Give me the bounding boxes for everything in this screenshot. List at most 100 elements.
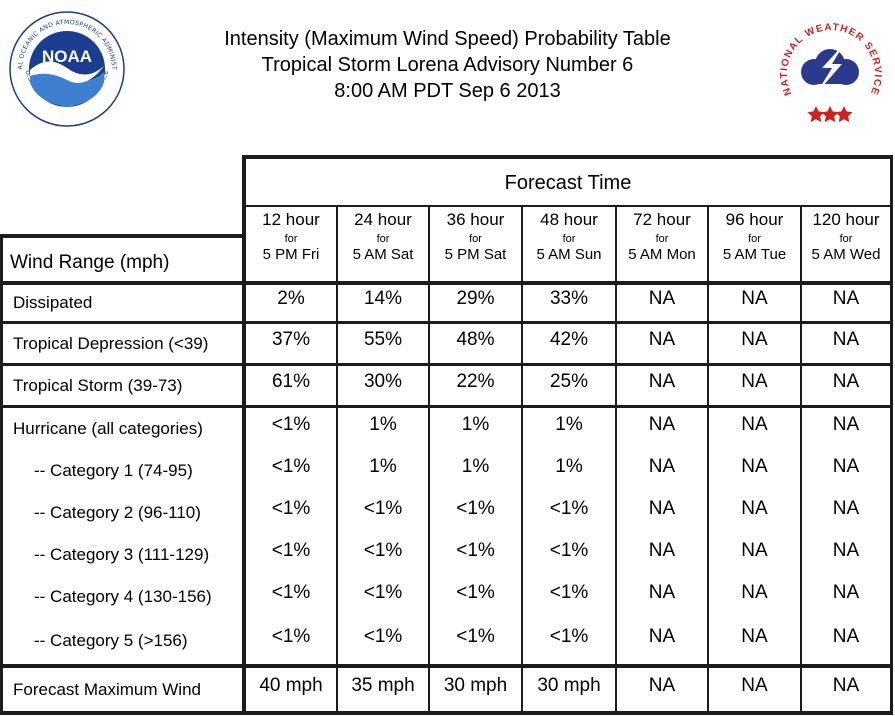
noaa-logo-text: NOAA [42,47,92,66]
column-for: for [284,233,298,245]
row-label: -- Category 4 (130-156) [34,587,212,606]
page-header: NATIONAL OCEANIC AND ATMOSPHERIC ADMINIS… [0,0,895,150]
column-hours: 72 hour [633,210,691,229]
column-header: 96 hour for 5 AM Tue [709,208,800,281]
column-hours: 12 hour [262,210,320,229]
probability-cell: NA [648,540,676,561]
grid-line [242,155,246,715]
title-line-3: 8:00 AM PDT Sep 6 2013 [334,80,561,102]
probability-cell: NA [832,540,860,561]
probability-cell: <1% [363,540,403,561]
column-for: for [469,233,482,245]
probability-cell: 1% [461,414,490,435]
probability-cell: NA [832,626,860,647]
column-when: 5 PM Fri [262,246,320,263]
probability-cell: 25% [549,370,589,392]
column-header: 120 hour for 5 AM Wed [802,208,890,281]
noaa-logo: NATIONAL OCEANIC AND ATMOSPHERIC ADMINIS… [8,10,125,127]
column-when: 5 AM Sun [536,246,602,263]
wind-range-header: Wind Range (mph) [10,252,170,273]
column-for: for [376,233,390,245]
column-when: 5 AM Wed [811,246,881,263]
grid-line [0,234,246,238]
probability-cell: NA [648,328,676,350]
probability-cell: 1% [369,414,397,435]
grid-line [890,155,893,715]
probability-cell: NA [741,288,768,309]
grid-line [707,205,709,715]
column-hours: 24 hour [354,210,412,229]
title-line-2: Tropical Storm Lorena Advisory Number 6 [261,54,634,76]
column-header: 36 hour for 5 PM Sat [430,208,521,281]
probability-cell: 33% [549,288,589,309]
probability-cell: <1% [456,498,495,519]
probability-cell: NA [832,370,860,392]
probability-cell: NA [648,582,676,603]
probability-cell: NA [832,582,860,603]
probability-cell: NA [832,674,860,696]
probability-cell: <1% [271,414,311,435]
probability-cell: NA [741,456,768,477]
column-header: 24 hour for 5 AM Sat [338,208,428,281]
probability-cell: 61% [271,370,311,392]
probability-cell: 30 mph [537,674,601,696]
column-for: for [655,233,669,245]
probability-cell: NA [832,498,860,519]
probability-cell: NA [832,328,860,350]
probability-cell: NA [648,626,676,647]
probability-cell: 1% [555,456,583,477]
grid-line [0,363,893,366]
row-label: Tropical Depression (<39) [13,333,209,353]
column-hours: 48 hour [540,210,598,229]
probability-cell: <1% [363,582,403,603]
row-label: Dissipated [13,293,93,312]
probability-cell: <1% [271,626,311,647]
probability-cell: <1% [271,540,311,561]
column-when: 5 AM Tue [722,246,787,263]
probability-cell: 1% [555,414,583,435]
probability-cell: NA [648,674,676,696]
probability-cell: 40 mph [259,674,323,696]
probability-cell: NA [648,456,676,477]
probability-cell: NA [741,540,768,561]
probability-cell: NA [648,498,676,519]
probability-cell: 35 mph [351,674,415,696]
probability-cell: NA [648,288,676,309]
probability-cell: <1% [549,498,589,519]
probability-cell: NA [648,414,676,435]
column-for: for [562,233,576,245]
probability-cell: 14% [363,288,403,309]
column-header: 48 hour for 5 AM Sun [523,208,615,281]
column-for: for [839,233,853,245]
row-label: Forecast Maximum Wind [13,679,201,699]
probability-cell: <1% [456,540,495,561]
probability-cell: NA [832,414,860,435]
probability-cell: NA [741,414,768,435]
probability-cell: NA [741,328,768,350]
column-hours: 120 hour [812,210,880,229]
probability-cell: 42% [549,328,589,350]
probability-cell: 1% [369,456,397,477]
probability-cell: NA [741,626,768,647]
row-label: Tropical Storm (39-73) [13,375,183,395]
column-when: 5 AM Sat [352,246,414,263]
probability-cell: NA [741,370,768,392]
column-when: 5 PM Sat [444,246,507,263]
column-header: 12 hour for 5 PM Fri [246,208,336,281]
probability-cell: 48% [456,328,495,350]
probability-cell: NA [832,288,860,309]
nws-logo: NATIONAL WEATHER SERVICE [779,22,882,123]
grid-line [242,205,893,207]
probability-cell: <1% [271,582,311,603]
grid-line [0,664,893,668]
row-label: -- Category 2 (96-110) [34,503,201,522]
row-label: Hurricane (all categories) [13,419,203,438]
column-hours: 96 hour [725,210,784,229]
grid-line [242,155,893,159]
row-label: -- Category 5 (>156) [34,631,188,650]
probability-cell: 37% [271,328,311,350]
grid-line [336,205,338,715]
column-hours: 36 hour [446,210,505,229]
probability-cell: NA [741,674,768,696]
